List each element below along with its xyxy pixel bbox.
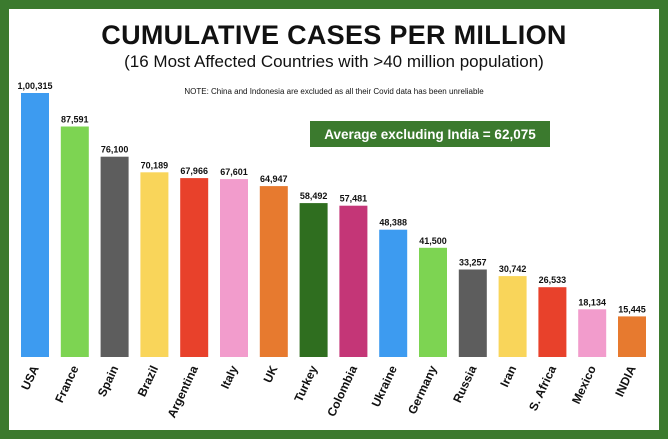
category-label: USA xyxy=(18,363,42,392)
category-label: Ukraine xyxy=(369,363,400,409)
chart-subtitle: (16 Most Affected Countries with >40 mil… xyxy=(124,52,544,71)
value-label: 67,601 xyxy=(220,167,248,177)
bar-ukraine xyxy=(379,229,408,357)
category-label: Mexico xyxy=(569,363,599,406)
value-label: 58,492 xyxy=(300,191,328,201)
value-label: 87,591 xyxy=(61,115,89,125)
bar-usa xyxy=(21,93,49,357)
category-label: Russia xyxy=(450,363,479,405)
value-label: 15,445 xyxy=(618,304,646,314)
value-label: 30,742 xyxy=(499,264,527,274)
chart-title: CUMULATIVE CASES PER MILLION xyxy=(101,20,567,50)
bars-group xyxy=(21,93,646,357)
value-label: 76,100 xyxy=(101,145,129,155)
value-labels-group: 1,00,315 87,591 76,100 70,189 67,966 67,601 64… xyxy=(17,81,645,314)
value-label: 1,00,315 xyxy=(17,81,52,91)
category-label: UK xyxy=(261,363,281,385)
category-label: Spain xyxy=(95,363,121,399)
bar-france xyxy=(60,126,89,357)
value-label: 67,966 xyxy=(180,166,208,176)
bar-turkey xyxy=(299,203,328,357)
value-label: 70,189 xyxy=(141,160,169,170)
category-label: S. Africa xyxy=(526,363,559,413)
average-annotation: Average excluding India = 62,075 xyxy=(310,121,550,147)
category-labels-group: USA France Spain Brazil Argentina Italy UK Turk… xyxy=(18,363,639,420)
bar-uk xyxy=(259,186,288,357)
value-label: 64,947 xyxy=(260,174,288,184)
value-label: 41,500 xyxy=(419,236,447,246)
value-label: 26,533 xyxy=(539,275,567,285)
category-label: Italy xyxy=(218,363,241,391)
category-label: Iran xyxy=(497,363,519,389)
value-label: 57,481 xyxy=(340,194,368,204)
value-label: 18,134 xyxy=(578,297,606,307)
category-label: INDIA xyxy=(612,363,639,399)
category-label: France xyxy=(52,363,81,405)
bar-germany xyxy=(419,247,447,357)
bar-argentina xyxy=(180,178,209,357)
category-label: Argentina xyxy=(165,363,201,420)
chart-note: NOTE: China and Indonesia are excluded a… xyxy=(184,87,484,96)
bar-s-africa xyxy=(538,287,567,357)
bar-india xyxy=(618,316,646,357)
category-label: Brazil xyxy=(135,363,162,399)
category-label: Turkey xyxy=(291,363,320,404)
value-label: 48,388 xyxy=(379,218,407,228)
bar-brazil xyxy=(140,172,169,357)
bar-iran xyxy=(498,276,527,357)
category-label: Germany xyxy=(405,363,440,416)
bar-russia xyxy=(458,269,487,357)
bar-mexico xyxy=(578,309,607,357)
bar-spain xyxy=(100,156,129,357)
bar-colombia xyxy=(339,205,368,357)
category-label: Colombia xyxy=(324,363,360,419)
bar-italy xyxy=(220,179,248,357)
value-label: 33,257 xyxy=(459,258,487,268)
